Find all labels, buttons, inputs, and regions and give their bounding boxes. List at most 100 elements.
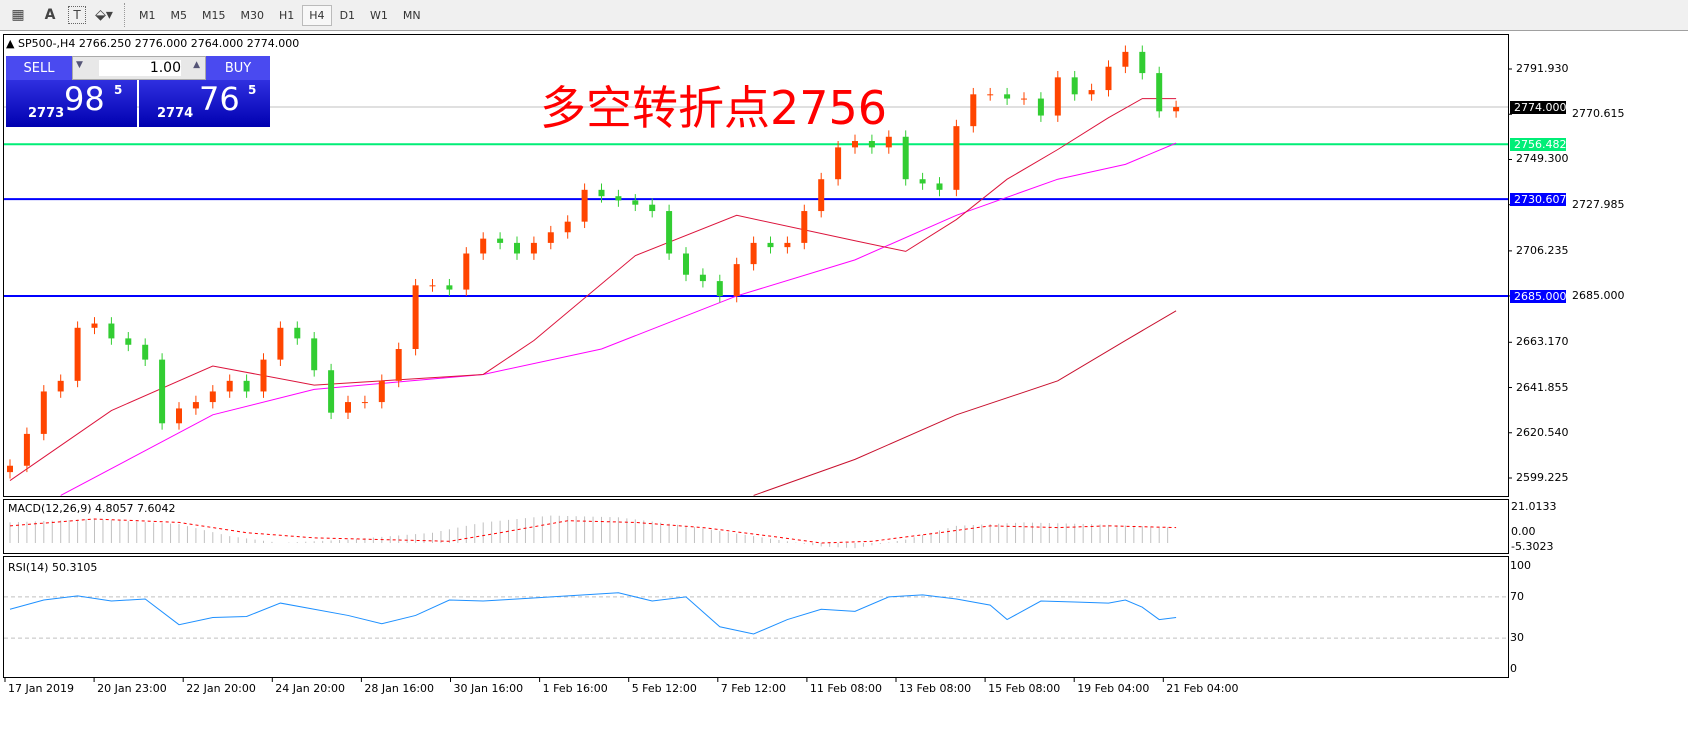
candle bbox=[463, 253, 470, 290]
candle bbox=[23, 433, 30, 466]
candle bbox=[733, 264, 740, 296]
macd-tick-label: -5.3023 bbox=[1511, 540, 1554, 553]
text-label-icon[interactable]: T bbox=[68, 6, 86, 24]
y-tick-label: 2599.225 bbox=[1516, 470, 1569, 484]
candle bbox=[936, 183, 943, 190]
lot-field[interactable]: ▼ 1.00 ▲ bbox=[72, 56, 206, 80]
buy-button[interactable]: BUY bbox=[206, 56, 270, 80]
candle bbox=[919, 179, 926, 184]
timeframe-h4[interactable]: H4 bbox=[302, 4, 332, 26]
candle bbox=[683, 253, 689, 275]
x-tick-label: 30 Jan 16:00 bbox=[453, 682, 524, 695]
candle bbox=[294, 327, 301, 339]
candle bbox=[40, 391, 47, 434]
timeframe-m30[interactable]: M30 bbox=[240, 8, 265, 22]
timeframe-d1[interactable]: D1 bbox=[339, 8, 356, 22]
y-tick-label: 2770.615 bbox=[1572, 107, 1625, 121]
x-tick-label: 5 Feb 12:00 bbox=[631, 682, 697, 695]
timeframe-m1[interactable]: M1 bbox=[139, 8, 156, 22]
rsi-tick-label: 0 bbox=[1510, 662, 1517, 675]
timeframe-mn[interactable]: MN bbox=[402, 8, 421, 22]
candle bbox=[1088, 90, 1095, 95]
candle bbox=[784, 242, 791, 248]
arrows-icon[interactable]: ⬙▾ bbox=[95, 7, 113, 23]
candle bbox=[243, 380, 250, 392]
text-icon[interactable]: A bbox=[44, 7, 56, 23]
candle bbox=[74, 327, 81, 381]
candle bbox=[1139, 51, 1146, 74]
buy-price[interactable]: 2774 76 5 bbox=[139, 80, 270, 127]
candle bbox=[987, 94, 994, 96]
lot-increase-icon[interactable]: ▲ bbox=[193, 60, 200, 70]
candle bbox=[852, 141, 858, 148]
candle bbox=[514, 242, 520, 254]
candle bbox=[953, 126, 960, 190]
y-tick-label: 2641.855 bbox=[1516, 380, 1569, 394]
timeframe-m15[interactable]: M15 bbox=[202, 8, 226, 22]
candle bbox=[1037, 98, 1044, 116]
lot-decrease-icon[interactable]: ▼ bbox=[76, 60, 83, 70]
rsi-line bbox=[9, 592, 1177, 635]
rsi-tick-label: 30 bbox=[1510, 631, 1524, 645]
x-tick-label: 22 Jan 20:00 bbox=[186, 682, 256, 695]
macd-pane[interactable] bbox=[3, 499, 1509, 554]
candle bbox=[1122, 51, 1129, 67]
candle bbox=[412, 285, 419, 350]
x-tick-label: 7 Feb 12:00 bbox=[720, 682, 786, 695]
candle bbox=[835, 147, 842, 180]
chart-annotation[interactable]: 多空转折点2756 bbox=[540, 81, 888, 135]
buy-price-pips: 76 bbox=[199, 80, 240, 118]
fibonacci-icon[interactable]: ▦ bbox=[11, 7, 25, 23]
candle bbox=[581, 189, 588, 222]
candle bbox=[615, 196, 622, 201]
candle bbox=[970, 94, 977, 127]
x-tick-label: 28 Jan 16:00 bbox=[364, 682, 435, 695]
candle bbox=[497, 238, 504, 243]
timeframe-m5[interactable]: M5 bbox=[170, 8, 188, 22]
x-tick-label: 21 Feb 04:00 bbox=[1166, 682, 1239, 695]
sell-price-fraction: 5 bbox=[114, 83, 123, 97]
candle bbox=[192, 402, 199, 409]
timeframe-h1[interactable]: H1 bbox=[279, 8, 295, 22]
candle bbox=[1004, 94, 1011, 99]
x-tick-label: 11 Feb 08:00 bbox=[809, 682, 883, 695]
candle bbox=[277, 327, 284, 360]
candle bbox=[57, 380, 64, 392]
macd-signal-line bbox=[9, 518, 1177, 544]
macd-tick-label: 21.0133 bbox=[1511, 500, 1557, 513]
rsi-label: RSI(14) 50.3105 bbox=[8, 561, 98, 574]
candle bbox=[1071, 77, 1078, 95]
candle bbox=[260, 359, 267, 392]
one-click-trading-panel: SELL ▼ 1.00 ▲ BUY 2773 98 5 2774 76 5 bbox=[6, 56, 270, 127]
candle bbox=[361, 402, 368, 404]
candle bbox=[328, 370, 335, 413]
candle bbox=[209, 391, 216, 403]
lot-value[interactable]: 1.00 bbox=[99, 60, 181, 76]
x-tick-label: 15 Feb 08:00 bbox=[988, 682, 1061, 695]
candle bbox=[767, 242, 774, 248]
x-tick-label: 24 Jan 20:00 bbox=[275, 682, 345, 695]
candle bbox=[547, 232, 554, 243]
candle bbox=[750, 242, 757, 265]
candle bbox=[666, 211, 673, 254]
x-tick-label: 19 Feb 04:00 bbox=[1077, 682, 1150, 695]
timeframe-w1[interactable]: W1 bbox=[370, 8, 388, 22]
candle bbox=[429, 285, 436, 287]
y-tick-label: 2663.170 bbox=[1516, 335, 1569, 349]
candle bbox=[345, 402, 351, 413]
buy-price-fraction: 5 bbox=[248, 83, 257, 97]
candle bbox=[91, 323, 98, 328]
candle bbox=[176, 408, 182, 424]
collapse-icon[interactable]: ▲ bbox=[6, 37, 18, 50]
x-tick-label: 17 Jan 2019 bbox=[8, 682, 74, 695]
sell-button[interactable]: SELL bbox=[6, 56, 72, 80]
rsi-pane[interactable] bbox=[3, 556, 1509, 678]
candle bbox=[480, 238, 487, 254]
sell-price[interactable]: 2773 98 5 bbox=[6, 80, 137, 127]
candle bbox=[530, 242, 537, 254]
symbol-ohlc: SP500-,H4 2766.250 2776.000 2764.000 277… bbox=[17, 37, 300, 50]
macd-label: MACD(12,26,9) 4.8057 7.6042 bbox=[8, 502, 176, 515]
price-tag: 2685.000 bbox=[1510, 289, 1567, 303]
x-tick-label: 1 Feb 16:00 bbox=[542, 682, 608, 695]
